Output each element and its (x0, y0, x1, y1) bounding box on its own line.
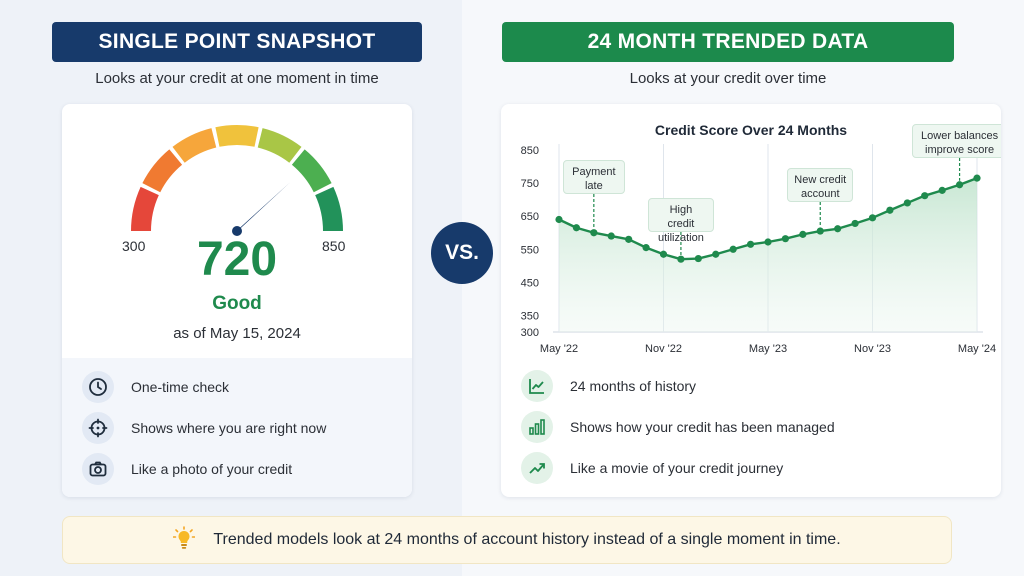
y-tick-label: 450 (521, 277, 539, 289)
credit-score-rating: Good (212, 293, 262, 314)
lightbulb-icon (173, 525, 196, 555)
y-tick-label: 750 (521, 178, 539, 190)
chart-annotation: High credit utilization (647, 198, 714, 244)
data-point (816, 227, 824, 235)
data-point (729, 245, 737, 253)
snapshot-banner: SINGLE POINT SNAPSHOT (52, 22, 422, 62)
snapshot-subtitle: Looks at your credit at one moment in ti… (95, 70, 379, 87)
y-tick-label: 300 (521, 327, 539, 339)
gauge-segment (291, 149, 332, 193)
data-point (659, 250, 668, 258)
snapshot-card: 300 850 720 Good as of May 15, 2024 One-… (62, 104, 412, 497)
data-point (590, 229, 598, 237)
data-point (781, 235, 790, 243)
data-point (642, 244, 650, 252)
gauge-segment (315, 186, 343, 232)
chart-annotation: New credit account (787, 168, 854, 202)
x-tick-label: Nov '22 (645, 343, 682, 355)
line-chart-icon (521, 370, 553, 402)
gauge-min-label: 300 (122, 238, 146, 254)
data-point (868, 214, 877, 222)
gauge-segment (215, 125, 259, 147)
chart-annotation: Payment late (562, 160, 625, 194)
x-tick-label: Nov '23 (854, 343, 891, 355)
feature-text: One-time check (131, 379, 230, 395)
credit-score-gauge (131, 125, 343, 236)
data-point (834, 225, 842, 233)
data-point (712, 250, 720, 258)
snapshot-features: One-time check Shows where you are right… (62, 358, 412, 497)
gauge-needle-hub (232, 226, 242, 236)
credit-score-date: as of May 15, 2024 (173, 325, 301, 342)
score-area-fill (559, 178, 977, 332)
data-point (764, 238, 772, 246)
data-point (955, 181, 964, 189)
trended-banner: 24 MONTH TRENDED DATA (502, 22, 954, 62)
chart-annotation: Lower balances improve score (911, 124, 1001, 158)
data-point (851, 219, 859, 228)
feature-item: Like a photo of your credit (82, 453, 292, 485)
x-tick-label: May '24 (958, 343, 996, 355)
data-point (677, 255, 685, 263)
feature-text: 24 months of history (570, 378, 697, 394)
y-tick-label: 550 (521, 244, 539, 256)
feature-item: Shows where you are right now (82, 412, 326, 444)
y-tick-label: 850 (521, 145, 539, 157)
y-tick-label: 350 (521, 310, 539, 322)
footer-text: Trended models look at 24 months of acco… (213, 531, 841, 548)
feature-item: Like a movie of your credit journey (521, 452, 783, 484)
data-point (886, 206, 894, 214)
gauge-segment (131, 186, 159, 232)
trend-up-icon (521, 452, 553, 484)
data-point (746, 240, 755, 248)
feature-item: One-time check (82, 371, 229, 403)
data-point (555, 215, 563, 224)
credit-score-value: 720 (196, 233, 278, 286)
data-point (903, 199, 911, 207)
feature-text: Like a photo of your credit (131, 461, 293, 477)
data-point (799, 230, 807, 238)
data-point (625, 235, 633, 243)
data-point (921, 192, 929, 200)
feature-item: Shows how your credit has been managed (521, 411, 835, 443)
feature-text: Shows how your credit has been managed (570, 419, 835, 435)
clock-icon (82, 371, 114, 403)
crosshair-icon (82, 412, 114, 444)
gauge-segment (257, 128, 302, 163)
feature-text: Shows where you are right now (131, 420, 327, 436)
footer-callout: Trended models look at 24 months of acco… (62, 516, 952, 564)
y-tick-label: 650 (521, 211, 539, 223)
vs-badge: VS. (431, 222, 493, 284)
bar-chart-icon (521, 411, 553, 443)
x-tick-label: May '23 (749, 343, 787, 355)
trended-subtitle: Looks at your credit over time (629, 70, 827, 87)
gauge-needle (233, 182, 291, 235)
data-point (938, 186, 946, 194)
data-point (973, 174, 981, 182)
data-point (694, 254, 702, 263)
feature-item: 24 months of history (521, 370, 696, 402)
trended-card: Credit Score Over 24 Months 850 750 650 550… (501, 104, 1001, 497)
camera-icon (82, 453, 114, 485)
gauge-segment (172, 128, 217, 163)
gauge-segment (142, 149, 183, 193)
x-tick-label: May '22 (540, 343, 578, 355)
gauge-max-label: 850 (322, 238, 346, 254)
chart-title: Credit Score Over 24 Months (654, 122, 848, 138)
data-point (572, 224, 581, 232)
data-point (607, 232, 615, 240)
feature-text: Like a movie of your credit journey (570, 460, 784, 476)
